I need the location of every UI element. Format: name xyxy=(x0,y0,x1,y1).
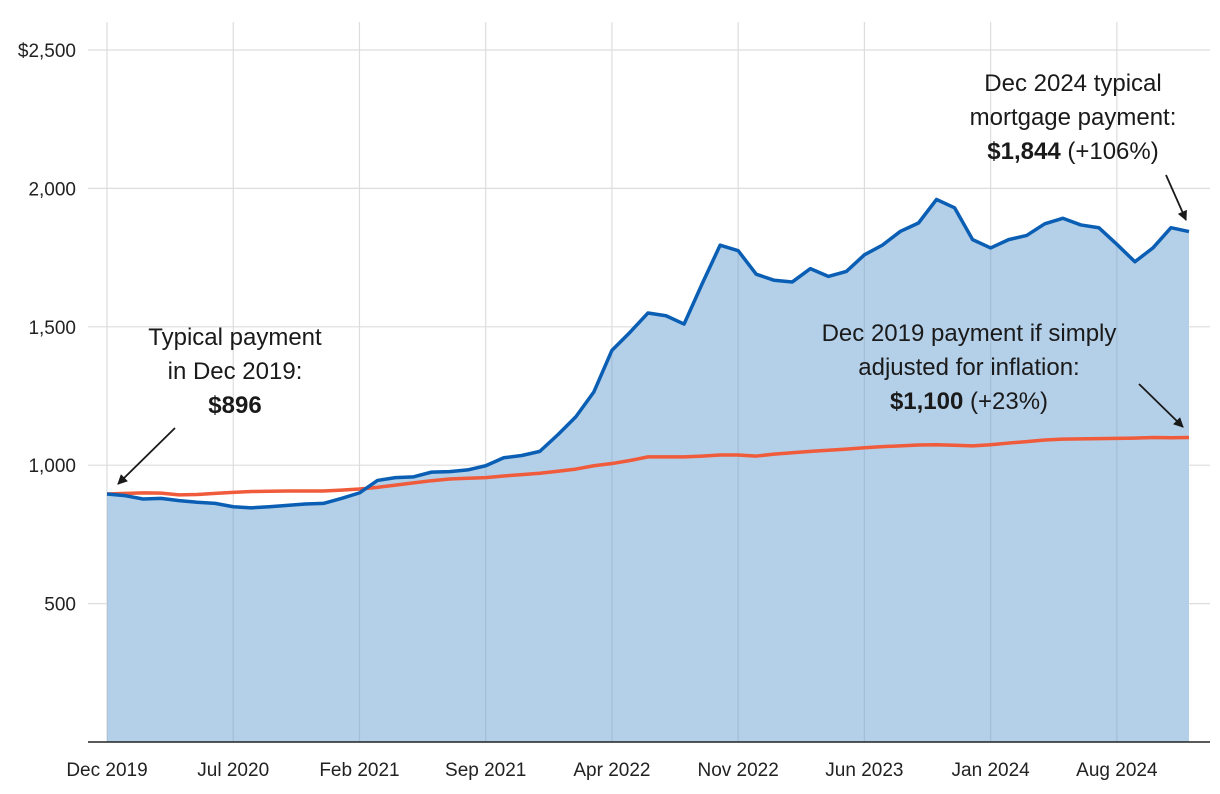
inflation-adjusted-payment-line xyxy=(106,435,1190,497)
annotation-end-inflation-value-line: $1,100 (+23%) xyxy=(890,388,1048,415)
annotation-end-inflation-value: $1,100 xyxy=(890,388,963,415)
annotation-start-value: $896 xyxy=(208,392,261,419)
annotation-start-line2: in Dec 2019: xyxy=(168,358,303,385)
annotation-start-arrow xyxy=(117,427,176,485)
annotation-start-line1: Typical payment xyxy=(148,324,322,351)
x-tick-label: Sep 2021 xyxy=(445,760,526,781)
annotation-end-typical-value: $1,844 xyxy=(987,138,1061,165)
x-tick-label: Nov 2022 xyxy=(697,760,778,781)
x-tick-label: Jun 2023 xyxy=(825,760,903,781)
x-tick-label: Aug 2024 xyxy=(1076,760,1158,781)
annotation-end-inflation-line1: Dec 2019 payment if simply xyxy=(822,320,1117,347)
typical-payment-area xyxy=(107,199,1189,743)
annotation-end-typical-arrow xyxy=(1165,174,1187,221)
typical-payment-line xyxy=(106,197,1190,510)
y-tick-label: 2,000 xyxy=(28,179,76,200)
annotation-end-inflation-change: (+23%) xyxy=(963,388,1048,415)
annotation-end-inflation-line2: adjusted for inflation: xyxy=(858,354,1079,381)
x-tick-label: Jan 2024 xyxy=(952,760,1031,781)
y-axis-tick-labels: 500 1,000 1,500 2,000 $2,500 xyxy=(18,41,76,616)
annotation-end-typical-value-line: $1,844 (+106%) xyxy=(987,138,1158,165)
x-tick-label: Apr 2022 xyxy=(573,760,650,781)
x-tick-label: Dec 2019 xyxy=(66,760,147,781)
x-tick-label: Jul 2020 xyxy=(197,760,269,781)
y-tick-label: $2,500 xyxy=(18,41,76,62)
y-tick-label: 1,000 xyxy=(28,456,76,477)
x-axis-tick-labels: Dec 2019 Jul 2020 Feb 2021 Sep 2021 Apr 2022… xyxy=(66,760,1158,781)
annotation-end-typical-line2: mortgage payment: xyxy=(970,104,1177,131)
y-tick-label: 1,500 xyxy=(28,318,76,339)
x-tick-label: Feb 2021 xyxy=(319,760,399,781)
annotation-start: Typical payment in Dec 2019: $896 xyxy=(117,324,322,485)
annotation-end-typical-line1: Dec 2024 typical xyxy=(984,70,1161,97)
y-tick-label: 500 xyxy=(44,595,76,616)
annotation-end-inflation-arrow xyxy=(1138,383,1184,428)
annotation-end-typical-change: (+106%) xyxy=(1061,138,1159,165)
annotation-end-inflation: Dec 2019 payment if simply adjusted for … xyxy=(822,320,1184,428)
annotation-end-typical: Dec 2024 typical mortgage payment: $1,84… xyxy=(970,70,1187,221)
